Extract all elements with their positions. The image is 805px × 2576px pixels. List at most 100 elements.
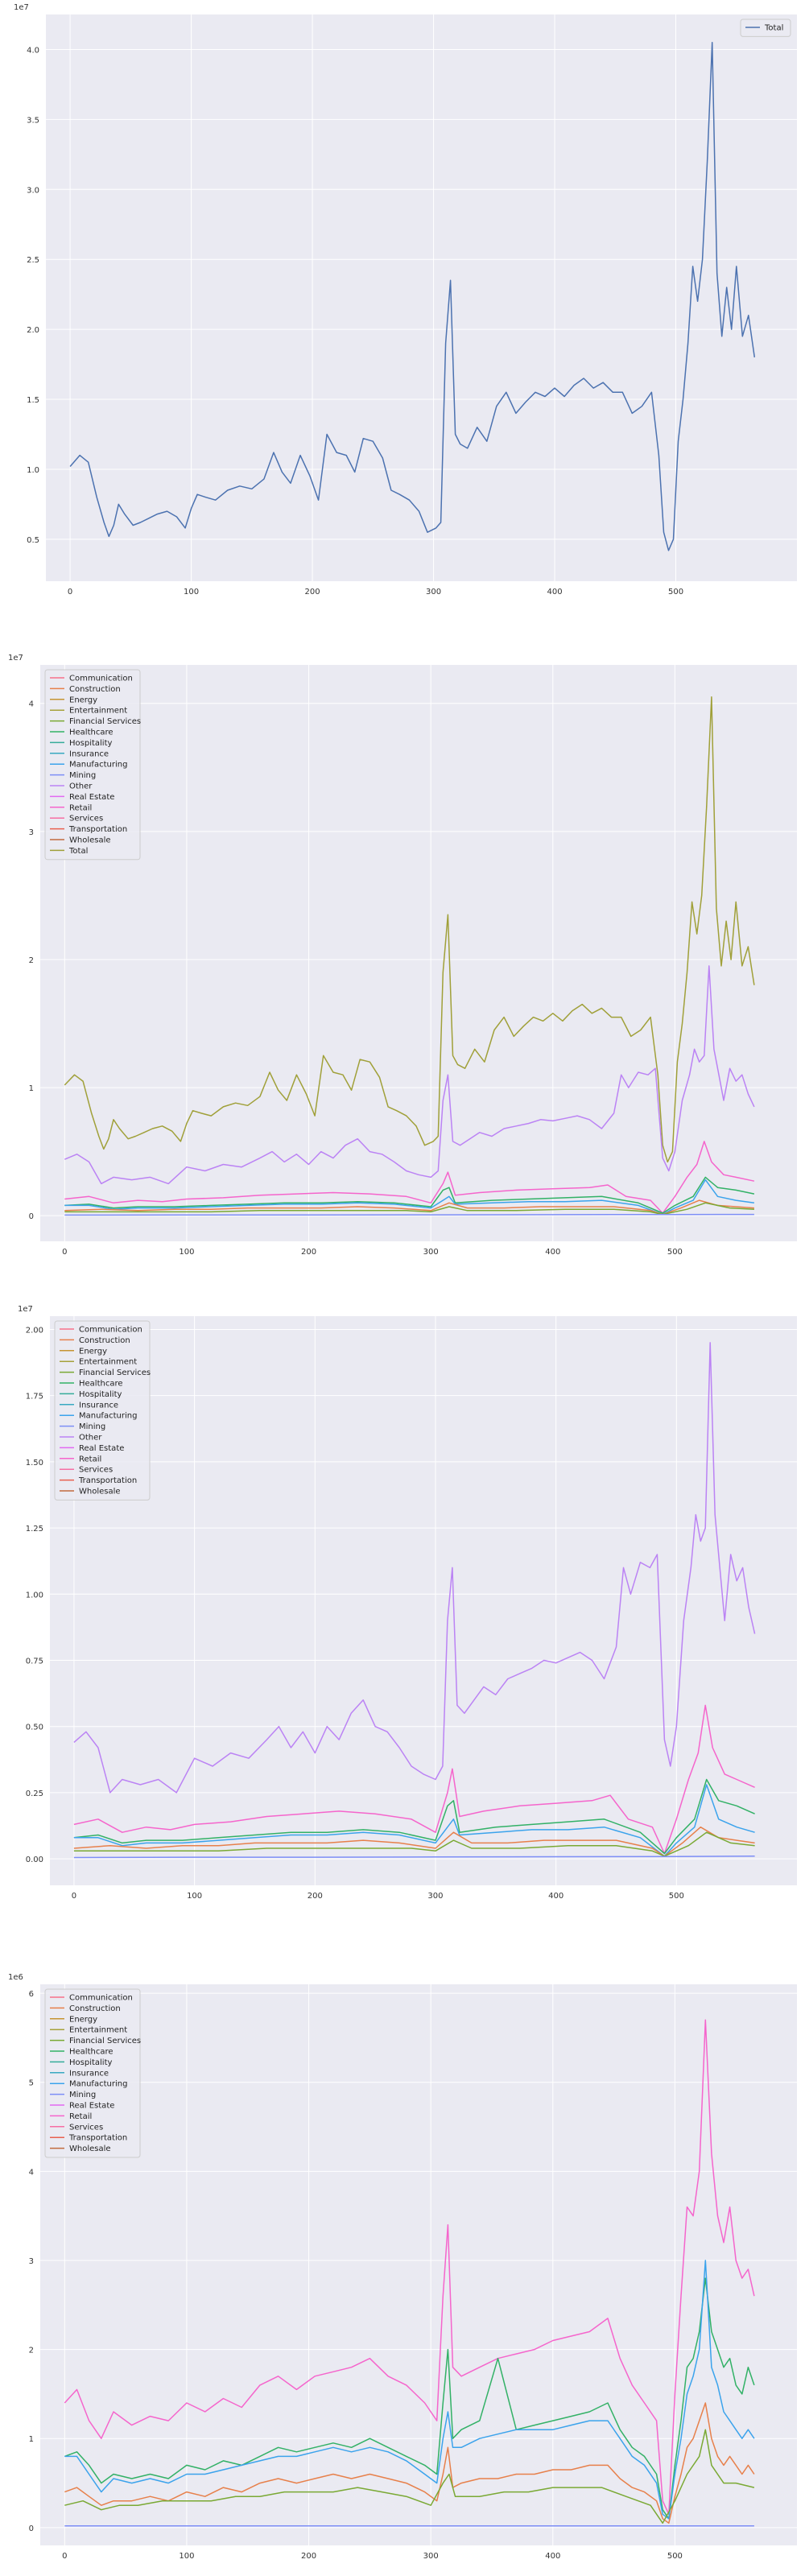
plot-area [46,14,797,581]
y-tick-label: 2.0 [27,326,39,335]
legend-label-manufacturing: Manufacturing [69,2080,127,2089]
legend: CommunicationConstructionEnergyEntertain… [44,669,141,861]
y-tick-label: 1.50 [26,1459,43,1468]
y-tick-label: 0 [29,1212,34,1221]
series-line-manufacturing [64,2260,755,2520]
y-tick-label: 1.75 [26,1393,43,1402]
y-tick-label: 4 [29,700,34,709]
legend-label-hospitality: Hospitality [69,2058,113,2067]
legend-label-real-estate: Real Estate [69,793,114,802]
legend-label-mining: Mining [69,771,96,780]
y-tick-label: 1.00 [26,1591,43,1600]
legend-label-communication: Communication [69,675,133,683]
series-line-total [64,696,755,1163]
x-tick-label: 500 [667,1248,683,1257]
x-tick-label: 300 [426,588,441,597]
legend-label-wholesale: Wholesale [79,1488,121,1496]
y-tick-label: 2.00 [26,1326,43,1335]
plot-area [50,1316,797,1885]
legend-label-wholesale: Wholesale [69,2145,111,2153]
legend-box [740,19,791,37]
y-tick-label: 3.0 [27,186,39,195]
x-tick-label: 300 [423,2552,439,2561]
legend: CommunicationConstructionEnergyEntertain… [44,1988,141,2158]
legend-label-communication: Communication [69,1994,133,2003]
x-tick-label: 400 [545,2552,560,2561]
y-tick-label: 2.5 [27,256,39,265]
y-tick-label: 1 [29,1084,34,1093]
plot-area [40,665,797,1241]
legend-label-energy: Energy [69,696,97,704]
x-tick-label: 200 [305,588,320,597]
y-tick-label: 0.50 [26,1724,43,1732]
x-tick-label: 0 [62,1248,67,1257]
legend-label-mining: Mining [79,1422,105,1431]
legend: Total [740,19,791,37]
legend-label-retail: Retail [79,1455,101,1463]
axis-exponent-label: 1e6 [8,1973,23,1982]
series-line-other [64,965,755,1185]
x-tick-label: 0 [68,588,72,597]
x-tick-label: 100 [179,2552,194,2561]
y-tick-label: 3 [29,828,34,837]
y-tick-label: 0 [29,2524,34,2533]
legend-label-healthcare: Healthcare [79,1380,123,1389]
plot-area [40,1984,797,2545]
legend-label-total: Total [68,847,88,856]
y-tick-label: 1 [29,2435,34,2444]
x-tick-label: 0 [72,1892,76,1901]
series-line-financial-services [64,2429,755,2524]
legend-label-hospitality: Hospitality [69,739,113,748]
y-tick-label: 4.0 [27,46,39,55]
legend-label-construction: Construction [69,2004,121,2013]
legend: CommunicationConstructionEnergyEntertain… [54,1320,151,1501]
y-tick-label: 3 [29,2257,34,2266]
y-tick-label: 1.5 [27,396,39,405]
series-line-construction [64,2402,755,2524]
series-line-retail [64,2019,755,2516]
y-tick-label: 0.5 [27,536,39,545]
legend-label-energy: Energy [79,1347,107,1356]
legend-label-insurance: Insurance [69,2069,109,2078]
series-line-healthcare [64,2277,755,2520]
series-line-construction [73,1826,755,1857]
x-tick-label: 200 [308,1892,323,1901]
series-line-total [69,42,756,551]
legend-label-mining: Mining [69,2091,96,2099]
x-tick-label: 400 [548,1892,564,1901]
y-tick-label: 4 [29,2168,34,2177]
series-line-financial-services [64,1202,754,1216]
y-tick-label: 0.75 [26,1657,43,1666]
chart-panel-all-sectors: 0 100 200 300 400 500 0.00 0.25 0.50 0.75 1.00 1.25… [18,1305,797,1901]
series-line-mining [73,1856,755,1859]
legend-label-transportation: Transportation [78,1476,137,1485]
legend-label-manufacturing: Manufacturing [79,1412,137,1421]
y-tick-label: 2 [29,956,34,965]
axis-exponent-label: 1e7 [18,1305,33,1314]
legend-label-other: Other [79,1434,102,1443]
legend-box [44,669,141,861]
legend-box [44,1988,141,2158]
legend-label-healthcare: Healthcare [69,2048,114,2057]
series-line-construction [64,1199,754,1216]
legend-label-transportation: Transportation [68,825,127,834]
x-tick-label: 400 [545,1248,560,1257]
x-tick-label: 200 [301,2552,316,2561]
axis-exponent-label: 1e7 [14,3,29,12]
legend-label-retail: Retail [69,803,92,812]
x-tick-label: 300 [427,1892,443,1901]
series-line-manufacturing [73,1784,755,1857]
chart-panel-all-sectors-with-total: 0 100 200 300 400 500 0 1 2 3 4 1e7 Communication Con… [8,654,797,1257]
x-tick-label: 100 [179,1248,194,1257]
legend-label-construction: Construction [79,1336,130,1345]
legend-label-wholesale: Wholesale [69,836,111,845]
legend-label-financial-services: Financial Services [69,2037,141,2046]
x-tick-label: 500 [667,2552,683,2561]
legend-box [54,1320,151,1501]
legend-label-energy: Energy [69,2015,97,2024]
legend-label-services: Services [79,1466,113,1475]
series-line-manufacturing [64,1179,755,1216]
legend-label-entertainment: Entertainment [79,1358,137,1367]
legend-label-financial-services: Financial Services [69,717,141,726]
